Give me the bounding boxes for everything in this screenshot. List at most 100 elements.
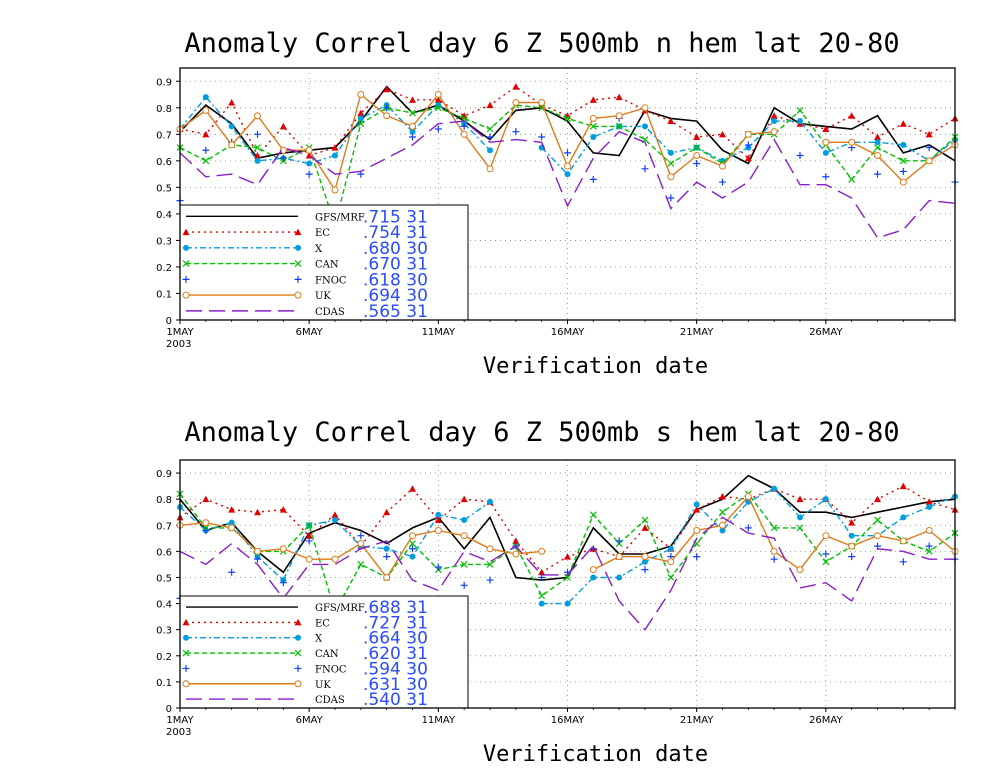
chart2-series-x-point — [538, 600, 545, 607]
chart2-series-ec-point — [254, 508, 261, 516]
chart2-ytick-label: 0.2 — [156, 652, 172, 663]
chart2-series-uk-point — [254, 547, 261, 555]
chart2-xtick-label: 11MAY — [422, 715, 456, 726]
chart1-ytick-label: 0.1 — [156, 289, 172, 300]
chart2-ytick-label: 0.6 — [156, 547, 172, 558]
chart2-series-uk-point — [305, 555, 313, 563]
chart1-series-fnoc-point — [305, 170, 313, 178]
chart1-series-fnoc-point — [202, 146, 210, 154]
chart2-series-fnoc-point — [693, 553, 701, 561]
chart1-legend-name: CAN — [315, 260, 339, 271]
chart1-series-uk-point — [744, 130, 752, 138]
chart2-series-uk-point — [693, 526, 701, 534]
chart2-ytick-label: 0.9 — [156, 469, 172, 480]
chart2-legend-marker — [182, 680, 190, 688]
chart1-legend-marker — [294, 291, 302, 299]
chart2-series-x-point — [564, 600, 571, 607]
chart1-legend-stat: .715 31 — [363, 207, 428, 227]
chart2-legend-marker — [183, 634, 189, 641]
chart2-series-uk-point — [744, 493, 752, 501]
chart2-series-fnoc-point — [744, 524, 752, 532]
chart1-series-uk-point — [279, 146, 287, 154]
chart1-legend-marker — [294, 275, 302, 283]
chart1-series-ec-point — [874, 133, 881, 140]
chart2-series-uk-point — [538, 547, 546, 555]
chart1-series-can-point — [874, 144, 881, 152]
chart2-series-uk-point — [228, 524, 236, 532]
chart2-series-uk-point — [667, 558, 675, 566]
chart1-series-ec-point — [899, 120, 907, 127]
chart2-series-ec-point — [383, 508, 391, 516]
chart2-xtick-label: 6MAY — [296, 715, 324, 726]
chart2-series-x-point — [771, 485, 778, 492]
chart2-series-x-point — [926, 503, 933, 510]
chart1-series-uk-point — [564, 162, 571, 170]
chart1-series-uk-point — [615, 112, 623, 120]
chart2-series-uk-point — [357, 540, 365, 548]
chart1-series-x-point — [564, 171, 571, 178]
chart2-legend-name: X — [315, 634, 323, 645]
chart1-series-x-point — [590, 133, 597, 140]
chart2-series-uk — [176, 493, 959, 581]
chart2-series-uk-point — [796, 566, 804, 574]
chart1-series-fnoc-point — [641, 165, 649, 173]
chart2-series-ec-point — [228, 506, 236, 513]
chart1-series-fnoc-point — [667, 194, 675, 202]
chart1-series-x-point — [254, 157, 261, 164]
chart1-series-uk-point — [693, 152, 701, 160]
chart1-series-ec-point — [279, 122, 287, 130]
chart1-series-fnoc-point — [744, 141, 752, 149]
chart2-series-fnoc-point — [434, 563, 442, 571]
chart2-legend-marker — [294, 680, 302, 688]
chart2-ytick-label: 0.4 — [156, 600, 172, 611]
chart1-series-fnoc-point — [719, 178, 726, 186]
chart2-ytick-label: 0.3 — [156, 626, 172, 637]
chart2-series-ec-point — [538, 568, 546, 576]
chart2-series-fnoc-point — [822, 550, 830, 558]
chart1-series-x-point — [357, 115, 364, 122]
chart1-series-x-point — [667, 149, 674, 156]
chart1-series-fnoc-point — [460, 122, 468, 130]
chart1-legend-marker — [182, 275, 190, 283]
chart2-series-can-point — [822, 558, 830, 566]
chart2-legend-marker — [182, 618, 190, 626]
chart2-series-can-point — [589, 511, 597, 519]
chart1-series-fnoc-point — [486, 133, 494, 141]
chart2-series-x-point — [435, 511, 442, 518]
chart2-legend-box — [179, 595, 469, 709]
chart2-series-x-point — [667, 545, 674, 552]
chart1-legend-marker — [295, 244, 301, 251]
chart2-legend-name: CDAS — [315, 695, 345, 706]
chart1-legend-name: EC — [315, 228, 330, 239]
chart2-series-can-point — [305, 521, 313, 529]
chart2-xtick-label: 26MAY — [809, 715, 843, 726]
chart2-xtick-label: 16MAY — [551, 715, 585, 726]
chart1-series-can-point — [486, 125, 494, 133]
chart2-series-ec-point — [641, 524, 649, 531]
chart2-series-x — [177, 485, 958, 607]
chart1-series-ec-point — [589, 96, 597, 103]
chart2-series-uk-point — [822, 532, 830, 540]
chart2-series-fnoc-point — [357, 532, 365, 540]
chart1-legend-stat: .618 30 — [363, 270, 428, 290]
chart1-xtick-label: 6MAY — [296, 327, 324, 338]
chart2-series-fnoc-point — [925, 542, 933, 550]
chart1-series-fnoc-point — [693, 159, 701, 167]
chart2-series-uk-point — [383, 573, 391, 581]
chart2-legend-marker — [294, 649, 302, 657]
chart1-series-fnoc-point — [409, 133, 416, 141]
chart1-series-fnoc-point — [254, 130, 261, 138]
chart2-legend-name: UK — [315, 680, 331, 691]
chart1-ytick-label: 0.4 — [156, 210, 172, 221]
chart1-series-x-point — [202, 94, 209, 101]
chart2-series-can-point — [925, 547, 933, 555]
chart2-series-x-point — [487, 498, 493, 505]
chart1-legend-marker — [294, 260, 302, 268]
chart1-series-ec-point — [486, 101, 494, 109]
chart2-series-gfs-mrf-line — [179, 474, 956, 581]
chart1-xtick-label: 26MAY — [809, 327, 843, 338]
chart1-legend-stat: .694 30 — [363, 286, 428, 306]
chart2-series-can-point — [538, 592, 546, 600]
chart1-series-x-point — [228, 123, 235, 130]
chart2-series-uk-point — [641, 553, 649, 561]
